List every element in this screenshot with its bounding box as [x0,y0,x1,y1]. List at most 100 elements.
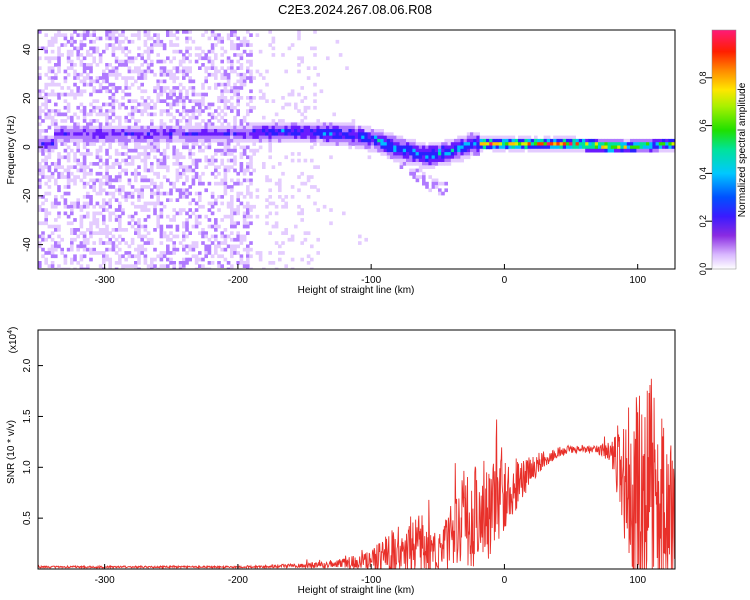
heat-cell [188,214,192,219]
heat-cell [57,49,61,54]
heat-cell [38,241,42,245]
heat-cell [374,129,378,133]
heat-cell [479,145,484,150]
heat-cell [70,33,74,37]
heat-cell [294,132,298,136]
heat-cell [178,211,183,216]
heat-cell [204,267,208,269]
heat-cell [198,122,202,127]
heat-cell [412,158,416,163]
heat-cell [265,204,269,209]
heat-cell [162,72,167,77]
heat-cell [105,115,109,120]
heat-cell [402,152,407,156]
heat-cell [140,132,144,136]
heat-cell [191,241,196,245]
heat-cell [118,218,122,222]
heat-cell [57,244,61,249]
heat-cell [658,148,663,153]
heat-cell [310,138,314,143]
heat-cell [258,138,263,143]
snr-y-multiplier: (x104) [7,327,19,354]
heat-cell [316,122,320,127]
heat-cell [98,89,103,94]
heat-cell [422,181,426,186]
heat-cell [76,168,80,173]
heat-cell [630,145,634,150]
heat-cell [422,152,426,156]
heat-cell [111,241,116,245]
heat-cell [140,56,144,61]
heat-cell [66,125,71,130]
heat-cell [156,165,160,169]
heat-cell [246,178,250,183]
heat-cell [153,43,157,47]
heat-cell [207,56,212,61]
heat-cell [92,178,96,183]
heat-cell [102,125,106,130]
heat-cell [230,63,234,67]
heat-cell [233,224,237,229]
heat-cell [198,204,202,209]
heat-cell [178,175,183,179]
heat-cell [466,138,471,143]
heat-cell [393,148,397,153]
heat-cell [38,221,42,226]
heat-cell [92,132,96,136]
heat-cell [166,155,170,160]
heat-cell [178,264,183,268]
heat-cell [194,175,199,179]
heat-cell [265,221,269,226]
heat-cell [70,39,74,44]
heat-cell [553,138,557,143]
heat-cell [233,105,237,110]
heat-cell [278,162,282,166]
heat-cell [41,165,45,169]
heat-cell [38,72,42,77]
heat-cell [82,89,87,94]
heat-cell [242,152,247,156]
heat-cell [345,125,349,130]
heat-cell [111,33,116,37]
heat-cell [89,132,93,136]
heat-cell [137,251,141,255]
heat-cell [92,138,96,143]
heat-cell [246,254,250,259]
heat-cell [313,30,317,34]
heat-cell [98,132,103,136]
heat-cell [281,53,285,57]
heat-cell [434,148,439,153]
heat-cell [316,208,320,212]
heat-cell [108,138,112,143]
heat-cell [297,211,301,216]
heat-cell [169,231,173,235]
heat-cell [575,138,580,143]
heat-cell [319,89,324,94]
heat-cell [73,218,77,222]
heat-cell [57,30,61,34]
heat-cell [111,105,116,110]
heat-cell [278,119,282,123]
heat-cell [86,264,90,268]
heat-cell [479,148,484,153]
heat-cell [566,135,570,140]
heat-cell [223,135,228,140]
heat-cell [76,129,80,133]
heat-cell [38,135,42,140]
heat-cell [76,142,80,146]
heat-cell [182,56,186,61]
heat-cell [89,228,93,232]
heat-cell [428,162,432,166]
heat-cell [73,76,77,80]
heat-cell [290,125,295,130]
heat-cell [44,129,48,133]
heat-cell [146,63,151,67]
heat-cell [636,142,640,146]
heat-cell [95,132,100,136]
heat-cell [54,122,58,127]
heat-cell [447,155,452,160]
heat-cell [44,211,48,216]
heat-cell [89,39,93,44]
heat-cell [434,155,439,160]
heat-cell [66,105,71,110]
